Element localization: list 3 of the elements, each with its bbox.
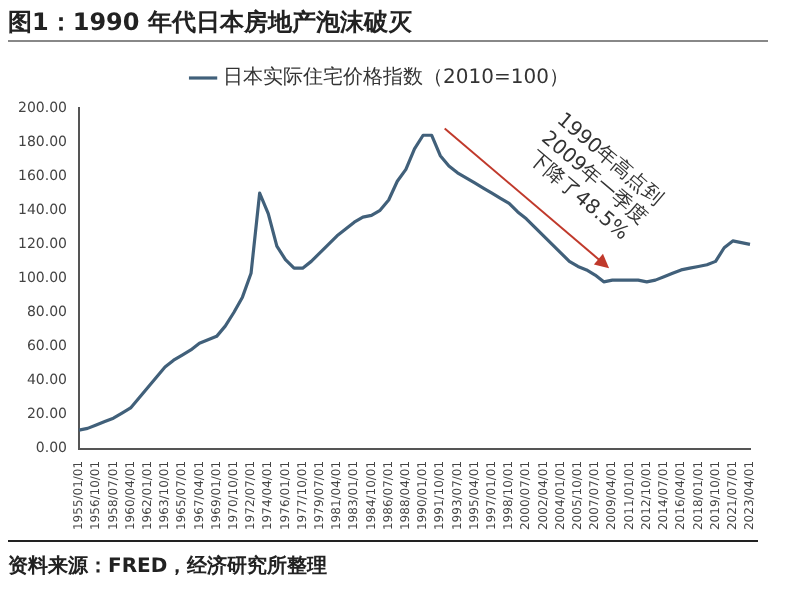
text: 资料来源：FRED，经济研究所整理 [8, 552, 328, 580]
legend-label: 日本实际住宅价格指数（2010=100） [223, 65, 569, 90]
chart-title: 图1：1990 年代日本房地产泡沫破灭 [6, 6, 414, 40]
